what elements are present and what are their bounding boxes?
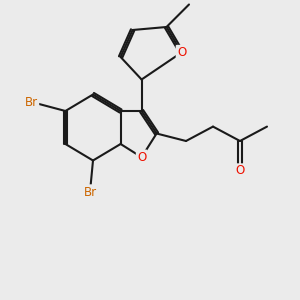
Text: O: O bbox=[137, 151, 146, 164]
Text: Br: Br bbox=[83, 185, 97, 199]
Text: O: O bbox=[236, 164, 244, 178]
Text: O: O bbox=[177, 46, 186, 59]
Text: Br: Br bbox=[25, 95, 38, 109]
